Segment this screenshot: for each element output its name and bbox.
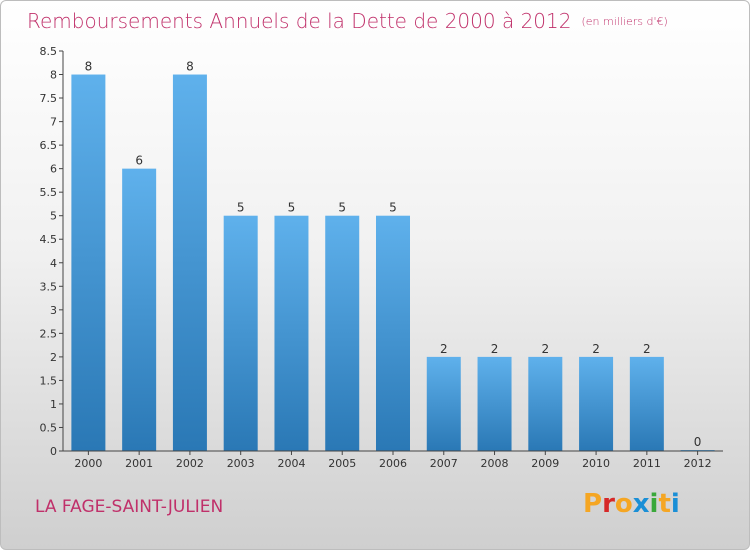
- x-tick-label: 2011: [633, 457, 661, 470]
- value-label-2002: 8: [186, 60, 194, 74]
- x-tick-label: 2006: [379, 457, 407, 470]
- value-label-2001: 6: [135, 154, 143, 168]
- y-tick-label: 2: [50, 351, 57, 364]
- commune-name: LA FAGE-SAINT-JULIEN: [35, 497, 224, 517]
- y-tick-label: 0: [50, 445, 57, 458]
- y-axis: 0 0.5 1 1.5 2 2.5 3 3.5 4 4.5 5 5.5 6 6.5 7 7.5 8 8.5: [40, 45, 64, 458]
- x-axis: 2000 2001 2002 2003 2004 2005 2006 2007 2008 2009…: [63, 450, 723, 470]
- y-tick-label: 6.5: [40, 139, 58, 152]
- y-tick-label: 4: [50, 257, 57, 270]
- x-tick-label: 2003: [227, 457, 255, 470]
- y-tick-label: 4.5: [40, 233, 58, 246]
- bar-2008: [477, 356, 512, 451]
- logo-letter: r: [602, 489, 615, 519]
- x-tick-label: 2012: [684, 457, 712, 470]
- logo-letter: i: [670, 489, 680, 519]
- value-label-2004: 5: [288, 201, 296, 215]
- y-tick-label: 8.5: [40, 45, 58, 58]
- x-tick-label: 2007: [430, 457, 458, 470]
- x-tick-label: 2009: [531, 457, 559, 470]
- value-label-2008: 2: [491, 342, 499, 356]
- bars: 8 6 8 5 5 5 5 2 2 2 2 2 0: [71, 60, 715, 451]
- bar-2006: [376, 215, 410, 451]
- bar-2011: [629, 356, 664, 451]
- x-tick-label: 2000: [74, 457, 102, 470]
- x-tick-label: 2002: [176, 457, 204, 470]
- bar-2002: [172, 74, 207, 451]
- value-label-2011: 2: [643, 342, 651, 356]
- y-tick-label: 0.5: [40, 421, 58, 434]
- chart-title-text: Remboursements Annuels de la Dette de 20…: [27, 9, 572, 33]
- value-label-2012: 0: [694, 435, 702, 449]
- bar-2005: [325, 215, 360, 451]
- x-tick-label: 2008: [481, 457, 509, 470]
- x-tick-label: 2005: [328, 457, 356, 470]
- y-tick-label: 5: [50, 210, 57, 223]
- x-tick-label: 2004: [277, 457, 305, 470]
- y-tick-label: 7: [50, 116, 57, 129]
- y-tick-label: 7.5: [40, 92, 58, 105]
- logo-letter: i: [649, 489, 659, 519]
- chart-title: Remboursements Annuels de la Dette de 20…: [27, 9, 668, 33]
- value-label-2006: 5: [389, 201, 397, 215]
- logo-letter: o: [614, 489, 633, 519]
- bar-2003: [223, 215, 258, 451]
- value-label-2010: 2: [592, 342, 600, 356]
- chart-subtitle: (en milliers d'€): [581, 15, 668, 28]
- x-tick-label: 2010: [582, 457, 610, 470]
- value-label-2003: 5: [237, 201, 245, 215]
- logo-letter: P: [583, 489, 603, 519]
- value-label-2009: 2: [541, 342, 549, 356]
- y-tick-label: 1.5: [40, 374, 58, 387]
- y-tick-label: 6: [50, 163, 57, 176]
- value-label-2000: 8: [85, 60, 93, 74]
- y-tick-label: 8: [50, 69, 57, 82]
- y-tick-label: 5.5: [40, 186, 58, 199]
- value-label-2007: 2: [440, 342, 448, 356]
- bar-2001: [122, 168, 157, 451]
- bar-2009: [528, 356, 563, 451]
- value-label-2005: 5: [338, 201, 346, 215]
- bar-2000: [71, 74, 106, 451]
- y-tick-label: 2.5: [40, 327, 58, 340]
- y-tick-label: 3: [50, 304, 57, 317]
- bar-2004: [274, 215, 309, 451]
- bar-2007: [426, 356, 461, 451]
- y-tick-label: 1: [50, 398, 57, 411]
- logo-letter: t: [658, 489, 671, 519]
- logo-letter: x: [632, 489, 650, 519]
- proxiti-logo[interactable]: Proxiti: [583, 489, 680, 519]
- y-tick-label: 3.5: [40, 280, 58, 293]
- x-tick-label: 2001: [125, 457, 153, 470]
- bar-2010: [579, 356, 614, 451]
